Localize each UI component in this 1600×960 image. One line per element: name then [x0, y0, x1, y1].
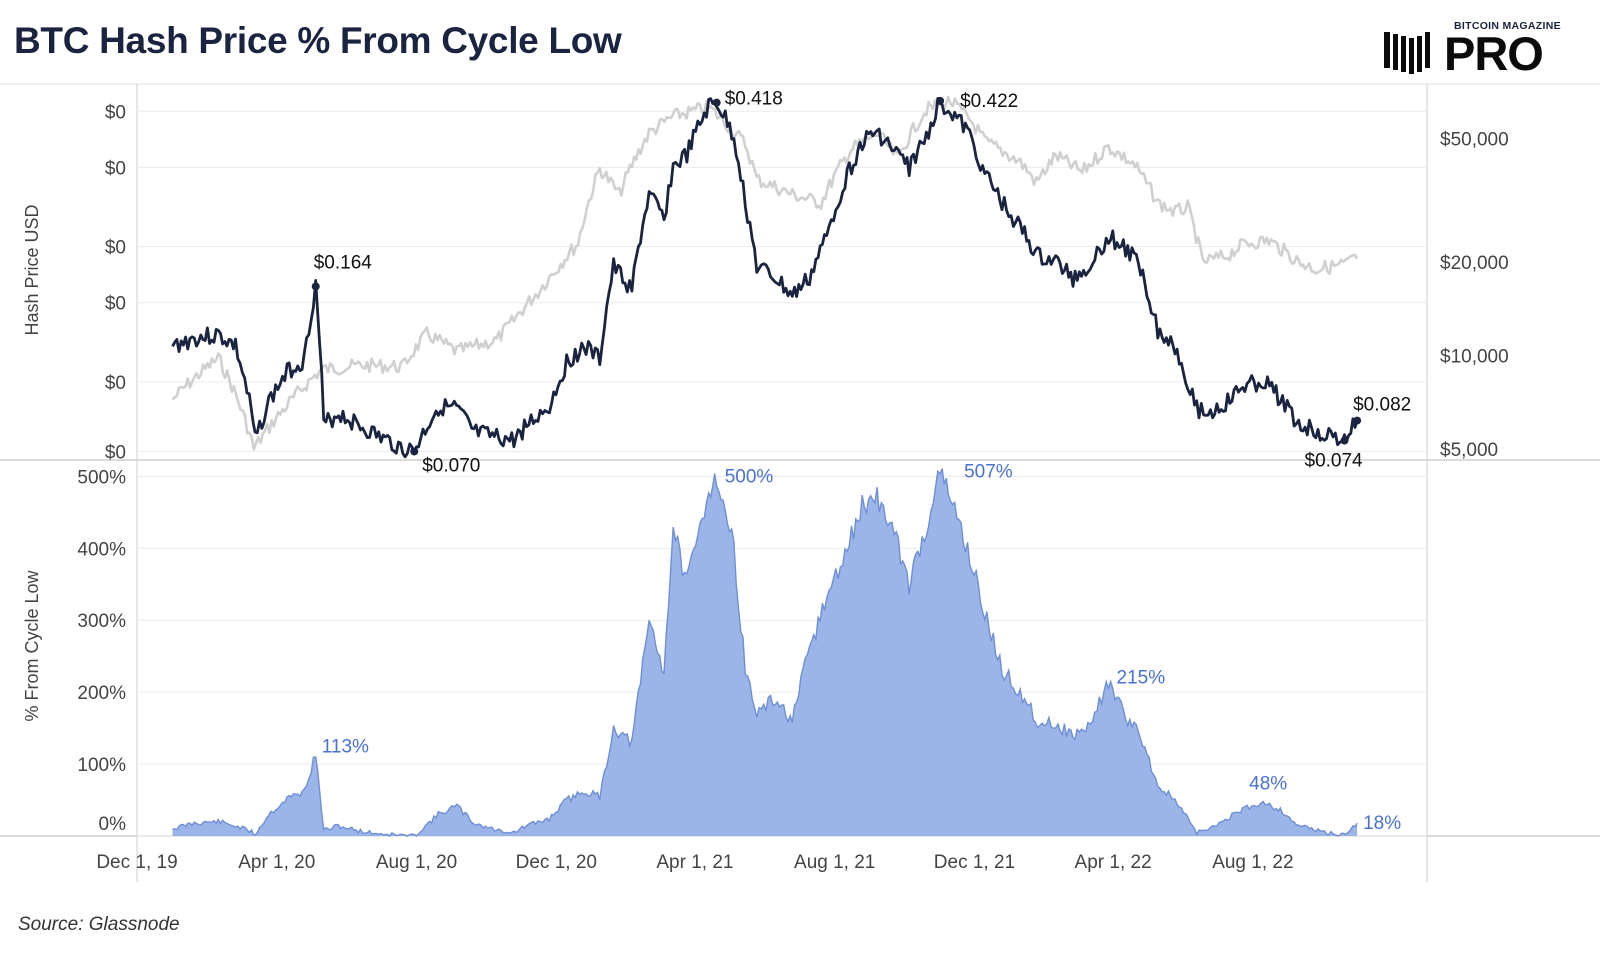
bottom-y-tick-label: 0% [99, 814, 127, 835]
brand-logo: BITCOIN MAGAZINE PRO [1382, 18, 1592, 80]
hash-price-annotation: $0.070 [422, 455, 480, 476]
right-y-tick-label: $5,000 [1440, 440, 1498, 461]
percent-annotation: 18% [1363, 813, 1401, 834]
left-y-tick-label: $0 [105, 238, 126, 259]
hash-price-annotation: $0.082 [1353, 395, 1411, 416]
bitcoin-magazine-stripes-icon [1384, 32, 1430, 74]
brand-small-text: BITCOIN MAGAZINE [1454, 20, 1561, 32]
top-panel-grid [137, 110, 1427, 452]
x-tick-label: Aug 1, 22 [1212, 852, 1293, 873]
btc-price-series [171, 95, 1359, 451]
percent-annotation: 215% [1117, 667, 1166, 688]
x-tick-label: Dec 1, 21 [934, 852, 1015, 873]
right-y-tick-label: $10,000 [1440, 346, 1509, 367]
x-tick-label: Aug 1, 21 [794, 852, 875, 873]
percent-annotation: 500% [725, 466, 774, 487]
annotation-marker [1353, 416, 1362, 425]
bottom-y-tick-label: 200% [77, 683, 126, 704]
hash-price-annotation: $0.074 [1305, 451, 1364, 472]
brand-big-text: PRO [1444, 27, 1544, 80]
hash-price-line [171, 97, 1359, 459]
left-y-tick-label: $0 [105, 102, 126, 123]
bottom-y-tick-label: 300% [77, 611, 126, 632]
x-tick-label: Dec 1, 19 [96, 852, 177, 873]
x-tick-label: Dec 1, 20 [516, 852, 597, 873]
left-y-tick-label: $0 [105, 158, 126, 179]
x-tick-label: Apr 1, 22 [1075, 852, 1152, 873]
bottom-y-tick-label: 400% [77, 539, 126, 560]
percent-annotation: 507% [964, 461, 1013, 482]
hash-price-series [171, 97, 1359, 459]
right-y-tick-label: $50,000 [1440, 130, 1509, 151]
annotation-marker [712, 98, 721, 107]
percent-annotation: 48% [1249, 773, 1287, 794]
hash-price-annotation: $0.164 [314, 252, 373, 273]
bottom-y-tick-label: 500% [77, 467, 126, 488]
left-y-tick-label: $0 [105, 294, 126, 315]
source-note: Source: Glassnode [18, 914, 180, 935]
btc-price-line [171, 95, 1359, 451]
bottom-y-axis-label: % From Cycle Low [22, 569, 42, 721]
left-y-tick-label: $0 [105, 373, 126, 394]
hash-price-annotation: $0.422 [960, 91, 1018, 112]
annotations: $0.164 $0.070 $0.418 $0.422 $0.082 $0.074 113%… [311, 89, 1411, 834]
chart-canvas: $0 $0 $0 $0 $0 $0 $50,000 $20,000 $10,000 $5,000 5… [0, 83, 1600, 882]
annotation-marker [936, 96, 945, 105]
x-tick-label: Apr 1, 21 [656, 852, 733, 873]
top-y-axis-label: Hash Price USD [22, 204, 42, 335]
percent-annotation: 113% [322, 737, 369, 758]
left-y-tick-label: $0 [105, 442, 126, 463]
x-tick-label: Apr 1, 20 [238, 852, 315, 873]
annotation-marker [1340, 436, 1349, 445]
annotation-marker [410, 447, 419, 456]
right-y-tick-label: $20,000 [1440, 253, 1509, 274]
annotation-marker [311, 282, 320, 291]
chart-title: BTC Hash Price % From Cycle Low [14, 20, 622, 61]
percent-area-outline [172, 468, 1358, 837]
x-tick-label: Aug 1, 20 [376, 852, 457, 873]
percent-area-fill [172, 468, 1358, 836]
bottom-y-tick-label: 100% [77, 755, 126, 776]
percent-from-low-series [172, 468, 1358, 837]
hash-price-annotation: $0.418 [725, 89, 783, 110]
axis-labels: $0 $0 $0 $0 $0 $0 $50,000 $20,000 $10,000 $5,000 5… [22, 102, 1509, 873]
